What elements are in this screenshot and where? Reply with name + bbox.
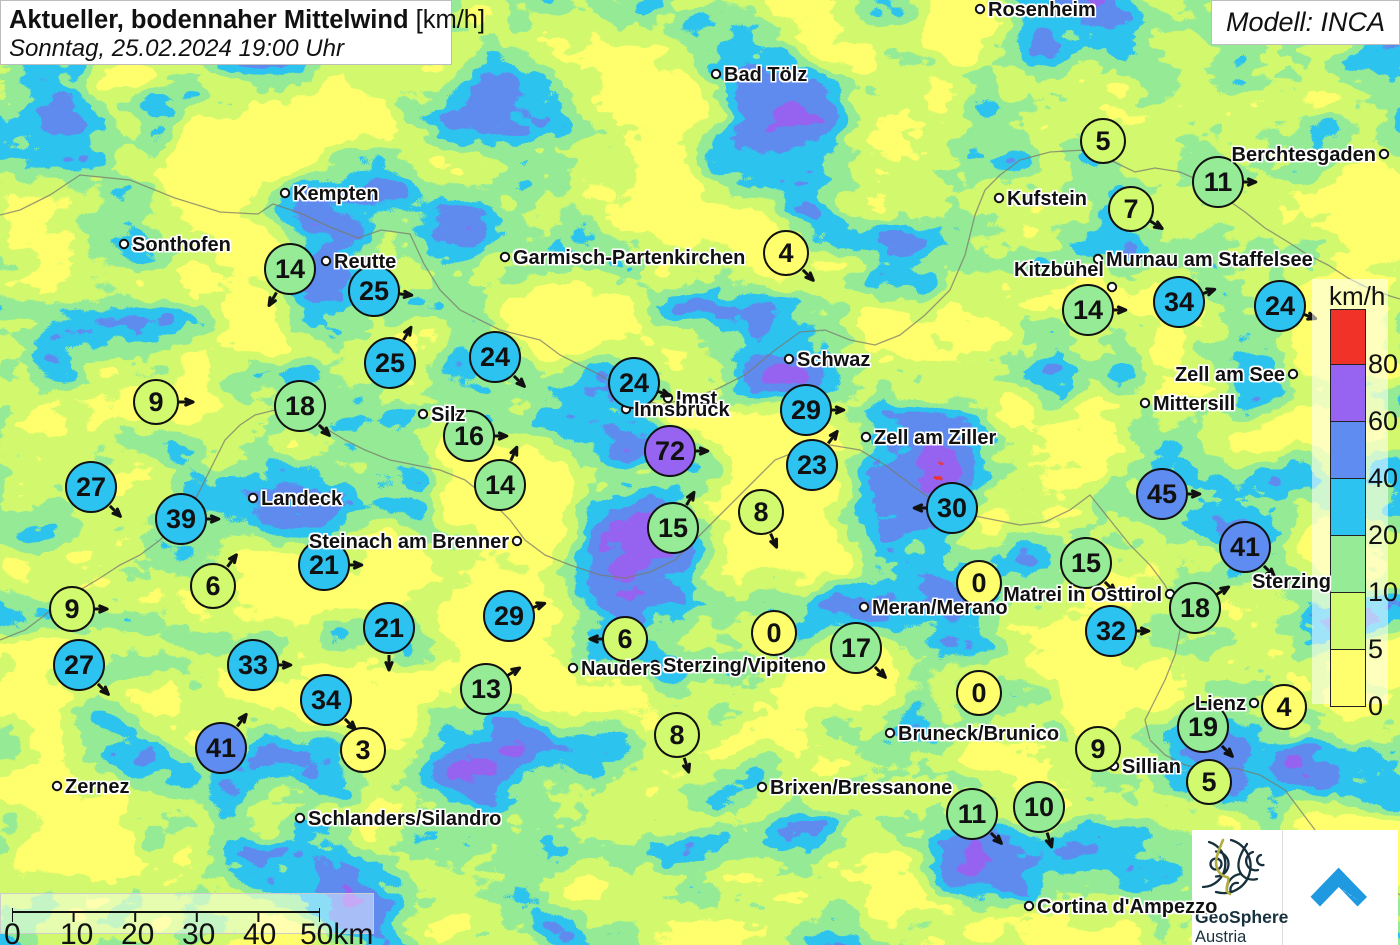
svg-text:21: 21	[309, 550, 339, 580]
svg-text:11: 11	[958, 799, 987, 829]
svg-text:19: 19	[1188, 712, 1218, 742]
svg-text:5: 5	[1095, 126, 1110, 156]
svg-text:11: 11	[1204, 167, 1233, 197]
svg-text:18: 18	[285, 391, 315, 421]
svg-text:23: 23	[797, 450, 827, 480]
svg-text:24: 24	[1265, 291, 1295, 321]
svg-text:9: 9	[1090, 734, 1105, 764]
svg-text:18: 18	[1180, 593, 1210, 623]
svg-text:45: 45	[1147, 479, 1177, 509]
svg-text:29: 29	[494, 601, 524, 631]
svg-text:0: 0	[766, 618, 781, 648]
svg-text:14: 14	[275, 254, 305, 284]
svg-text:21: 21	[374, 613, 404, 643]
svg-text:17: 17	[841, 633, 871, 663]
svg-text:15: 15	[658, 513, 688, 543]
svg-text:8: 8	[753, 497, 768, 527]
svg-text:32: 32	[1096, 616, 1126, 646]
svg-text:10: 10	[1024, 792, 1054, 822]
svg-text:41: 41	[1230, 532, 1260, 562]
svg-text:24: 24	[619, 368, 649, 398]
svg-text:41: 41	[206, 733, 236, 763]
svg-text:72: 72	[655, 436, 685, 466]
svg-text:7: 7	[1123, 194, 1138, 224]
svg-text:15: 15	[1071, 548, 1101, 578]
svg-text:0: 0	[971, 678, 986, 708]
svg-text:25: 25	[375, 348, 405, 378]
svg-text:4: 4	[1276, 692, 1291, 722]
svg-text:0: 0	[971, 568, 986, 598]
svg-text:9: 9	[148, 387, 163, 417]
svg-text:13: 13	[471, 674, 501, 704]
svg-text:6: 6	[617, 624, 632, 654]
svg-text:33: 33	[238, 650, 268, 680]
svg-text:27: 27	[76, 472, 106, 502]
svg-text:39: 39	[166, 504, 196, 534]
svg-text:3: 3	[355, 735, 370, 765]
svg-text:24: 24	[480, 342, 510, 372]
svg-text:29: 29	[791, 395, 821, 425]
svg-text:5: 5	[1201, 767, 1216, 797]
svg-text:14: 14	[1073, 295, 1103, 325]
svg-text:34: 34	[1164, 287, 1194, 317]
svg-text:8: 8	[669, 720, 684, 750]
svg-text:25: 25	[359, 276, 389, 306]
svg-text:34: 34	[311, 685, 341, 715]
svg-text:14: 14	[485, 470, 515, 500]
svg-text:30: 30	[937, 493, 967, 523]
svg-text:4: 4	[778, 238, 793, 268]
svg-text:27: 27	[64, 650, 94, 680]
svg-text:6: 6	[205, 571, 220, 601]
svg-text:9: 9	[64, 594, 79, 624]
